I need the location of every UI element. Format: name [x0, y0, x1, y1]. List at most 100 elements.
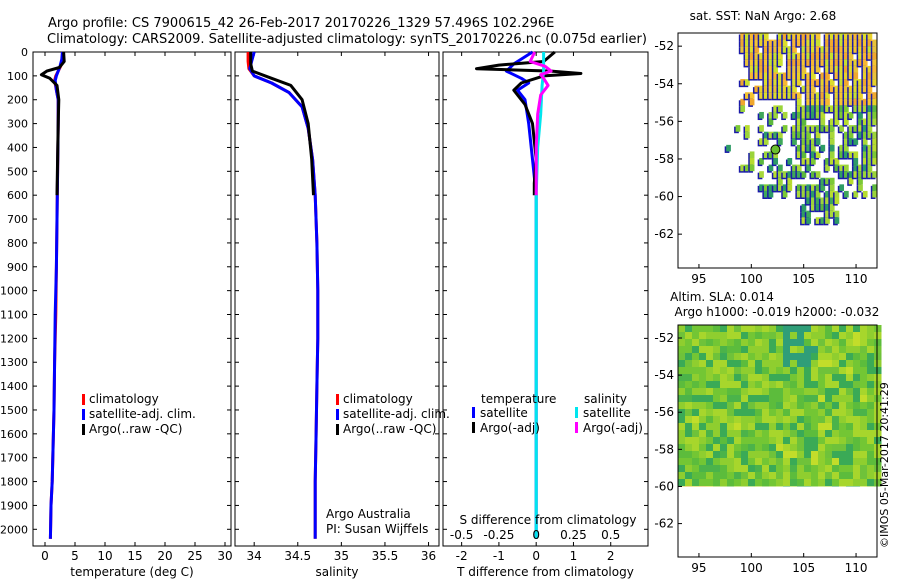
- sla-cell: [727, 381, 735, 389]
- depth-tick-label: 1300: [0, 356, 28, 369]
- sla-cell: [713, 430, 721, 438]
- sla-cell: [692, 479, 700, 487]
- sla-cell: [776, 346, 784, 354]
- sla-cell: [839, 430, 847, 438]
- sla-cell: [797, 409, 805, 417]
- sla-cell: [692, 374, 700, 382]
- sst-cell: [796, 105, 802, 112]
- sla-cell: [860, 437, 868, 445]
- sst-cell: [862, 33, 868, 40]
- sla-cell: [804, 451, 812, 459]
- sla-cell: [706, 430, 714, 438]
- sla-cell: [867, 444, 875, 452]
- sst-cell: [801, 125, 807, 132]
- sla-cell: [713, 465, 721, 473]
- sla-cell: [685, 374, 693, 382]
- sla-cell: [734, 325, 742, 333]
- sst-cell: [792, 111, 797, 119]
- sst-cell: [825, 46, 830, 53]
- sla-cell: [727, 360, 735, 368]
- sst-cell: [796, 65, 802, 73]
- sst-cell: [829, 190, 835, 198]
- sla-cell: [825, 444, 833, 452]
- sla-cell: [853, 381, 861, 389]
- sst-cell: [825, 39, 830, 47]
- sla-cell: [874, 430, 882, 438]
- sst-map-title: sat. SST: NaN Argo: 2.68: [690, 9, 837, 23]
- sst-cell: [815, 204, 821, 211]
- sla-cell: [846, 409, 854, 417]
- sst-cell: [867, 46, 873, 53]
- sla-cell: [685, 423, 693, 431]
- sla-cell: [741, 339, 749, 347]
- sla-cell: [699, 388, 707, 396]
- sst-cell: [749, 72, 755, 80]
- sla-cell: [769, 409, 777, 417]
- sst-cell: [848, 72, 854, 80]
- sla-cell: [783, 479, 791, 487]
- sst-cell: [853, 125, 859, 132]
- sla-cell: [825, 437, 833, 445]
- sla-cell: [748, 374, 756, 382]
- sla-cell: [839, 423, 847, 431]
- sst-cell: [829, 204, 835, 211]
- sst-cell: [754, 85, 760, 93]
- sst-cell: [862, 164, 868, 172]
- sla-cell: [846, 465, 854, 473]
- sla-cell: [825, 395, 833, 403]
- sst-cell: [796, 144, 802, 152]
- sla-cell: [727, 332, 735, 340]
- sst-cell: [796, 171, 802, 178]
- sla-cell: [685, 479, 693, 487]
- sla-cell: [867, 423, 875, 431]
- sla-cell: [811, 458, 819, 466]
- sla-cell: [685, 465, 693, 473]
- salinity-xtick-label: 34: [247, 549, 262, 563]
- sst-cell: [839, 164, 845, 172]
- sla-cell: [783, 395, 791, 403]
- sla-cell: [818, 367, 826, 375]
- sla-cell: [853, 388, 861, 396]
- sst-cell: [820, 144, 826, 152]
- sla-cell: [797, 430, 805, 438]
- sla-cell: [811, 332, 819, 340]
- sla-cell: [678, 402, 686, 410]
- diff-legend-title-salinity: salinity: [584, 392, 627, 406]
- sla-cell: [874, 479, 882, 487]
- sst-cell: [759, 65, 764, 73]
- depth-tick-label: 0: [21, 46, 28, 59]
- sst-cell: [834, 118, 840, 126]
- salinity-xtick-label: 35: [334, 549, 349, 563]
- sst-cell: [825, 164, 830, 172]
- sla-cell: [713, 325, 721, 333]
- diff-legend-swatch: [575, 422, 578, 433]
- sla-cell: [699, 430, 707, 438]
- sla-cell: [860, 367, 868, 375]
- sla-cell: [734, 339, 742, 347]
- sla-cell: [741, 353, 749, 361]
- sla-cell: [783, 444, 791, 452]
- sla-cell: [748, 444, 756, 452]
- sst-cell: [853, 171, 859, 178]
- sst-cell: [858, 125, 863, 132]
- sla-cell: [720, 444, 728, 452]
- sla-cell: [692, 332, 700, 340]
- sst-cell: [773, 79, 779, 86]
- sst-cell: [792, 92, 797, 99]
- sla-cell: [818, 409, 826, 417]
- sla-cell: [811, 374, 819, 382]
- sla-cell: [867, 346, 875, 354]
- sst-cell: [763, 65, 769, 73]
- sst-cell: [862, 118, 868, 126]
- sst-cell: [768, 190, 774, 198]
- sst-cell: [806, 111, 812, 119]
- sla-cell: [734, 388, 742, 396]
- sst-cell: [811, 144, 816, 152]
- sst-cell: [792, 39, 797, 47]
- sst-cell: [834, 92, 840, 99]
- sla-cell: [797, 465, 805, 473]
- sst-cell: [834, 33, 840, 40]
- sla-cell: [846, 437, 854, 445]
- sla-cell: [699, 423, 707, 431]
- sla-cell: [776, 423, 784, 431]
